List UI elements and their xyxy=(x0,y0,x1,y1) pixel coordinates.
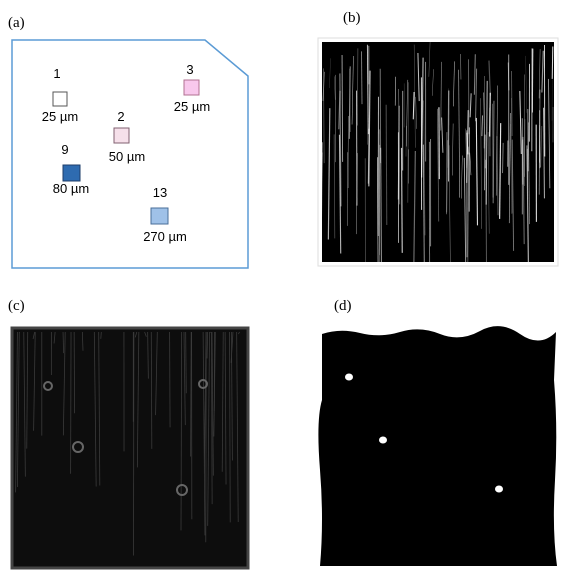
streak xyxy=(492,104,493,198)
panel-label: (c) xyxy=(8,298,25,314)
streak xyxy=(342,55,343,162)
streak xyxy=(503,143,504,173)
marker-id: 9 xyxy=(61,142,68,157)
marker-size: 50 µm xyxy=(109,149,145,164)
streak xyxy=(386,105,387,225)
panel-label: (b) xyxy=(343,10,361,26)
marker-id: 1 xyxy=(53,66,60,81)
image-d xyxy=(318,326,557,566)
streak xyxy=(486,160,487,262)
marker-square xyxy=(151,208,168,224)
marker-square xyxy=(184,80,199,95)
marker-size: 270 µm xyxy=(143,229,187,244)
marker-size: 25 µm xyxy=(42,109,78,124)
marker-id: 3 xyxy=(186,62,193,77)
streak xyxy=(482,115,483,136)
texture-line xyxy=(63,332,64,353)
marker-size: 80 µm xyxy=(53,181,89,196)
streak xyxy=(552,46,553,78)
marker-square xyxy=(114,128,129,143)
marker-square xyxy=(53,92,67,106)
streak xyxy=(381,148,382,262)
texture-line xyxy=(191,332,192,457)
streak xyxy=(402,148,403,253)
marker-square xyxy=(63,165,80,181)
texture-line xyxy=(151,332,152,449)
figure: (a) 1 25 µm 3 25 µm 2 50 µm 9 80 µm 13 2… xyxy=(0,0,563,570)
panel-label: (d) xyxy=(334,298,352,314)
marker-id: 13 xyxy=(153,185,167,200)
marker-size: 25 µm xyxy=(174,99,210,114)
marker-id: 2 xyxy=(117,109,124,124)
panel-label: (a) xyxy=(8,15,25,31)
texture-line xyxy=(101,332,102,339)
